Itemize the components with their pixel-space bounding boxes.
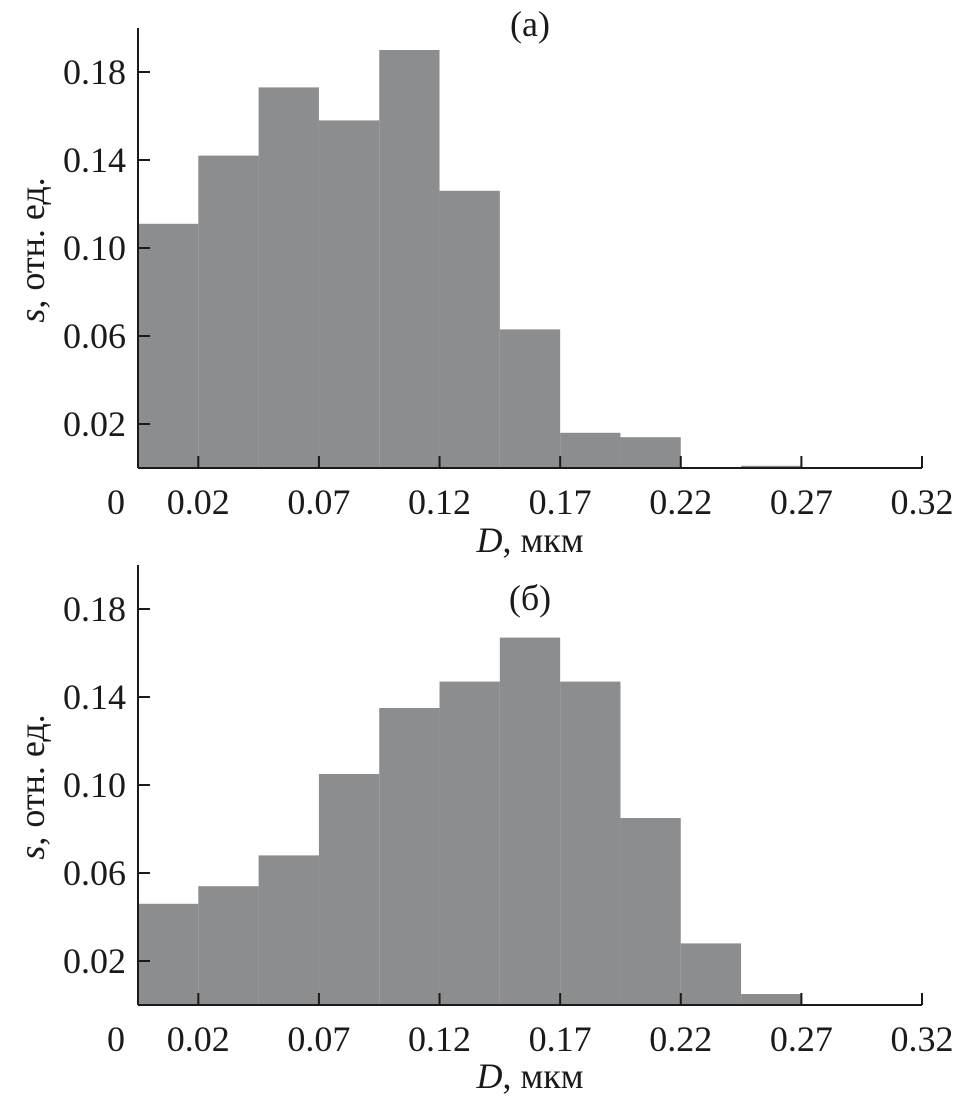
y-axis-variable: s [12,309,52,323]
x-tick-label: 0.17 [529,1019,592,1059]
histogram-bar [379,708,440,1005]
x-axis-label: D, мкм [475,1056,583,1096]
histogram-panel-a: 0.02 0.06 0.10 0.14 0.18 0 0.02 0.07 0.12 0.17 0.2… [12,4,954,560]
x-tick-label: 0 [107,482,125,522]
histogram-bar [620,437,681,468]
x-axis-variable: D [475,1056,502,1096]
x-axis-variable: D [475,520,502,560]
x-tick-label: 0 [107,1019,125,1059]
y-tick-label: 0.06 [63,316,126,356]
x-tick-label: 0.17 [529,482,592,522]
x-tick-label: 0.22 [649,1019,712,1059]
y-axis-label: s, отн. ед. [12,177,52,322]
histogram-bar [198,886,259,1005]
histogram-bar [499,637,561,1005]
y-axis-variable: s [12,846,52,860]
x-tick-label: 0.27 [770,482,833,522]
histogram-panel-b: 0.02 0.06 0.10 0.14 0.18 0 0.02 0.07 0.12 0.17 0.2… [12,565,954,1096]
histogram-bar [439,190,500,469]
y-tick-label: 0.06 [63,853,126,893]
x-axis-label: D, мкм [475,520,583,560]
histogram-bar [499,329,561,468]
histogram-bar [439,681,500,1005]
y-tick-label: 0.18 [63,589,126,629]
histogram-bar [560,432,621,468]
y-tick-label: 0.10 [63,228,126,268]
x-tick-label: 0.07 [287,482,350,522]
x-axis-unit: , мкм [502,520,583,560]
histogram-bar [620,818,681,1005]
x-tick-label: 0.02 [167,1019,230,1059]
panel-label-a: (а) [510,4,550,44]
x-tick-label: 0.02 [167,482,230,522]
x-tick-label: 0.32 [891,1019,954,1059]
histogram-bar [138,903,199,1005]
histogram-bar [741,994,802,1005]
x-tick-label: 0.07 [287,1019,350,1059]
x-axis-unit: , мкм [502,1056,583,1096]
histogram-bar [258,87,319,469]
histogram-bar [560,681,621,1005]
histogram-bar [258,855,319,1005]
y-axis-unit: , отн. ед. [12,714,52,845]
x-tick-label: 0.12 [408,1019,471,1059]
x-tick-label: 0.27 [770,1019,833,1059]
panel-label-b: (б) [509,578,551,618]
histogram-bar [318,774,380,1005]
y-tick-label: 0.14 [63,677,126,717]
histogram-bar [741,465,802,468]
y-tick-label: 0.14 [63,140,126,180]
y-tick-label: 0.02 [63,941,126,981]
y-tick-label: 0.10 [63,765,126,805]
histogram-bar [680,943,742,1005]
y-axis-label: s, отн. ед. [12,714,52,859]
y-axis-unit: , отн. ед. [12,177,52,308]
histogram-bar [318,120,380,469]
x-tick-label: 0.12 [408,482,471,522]
histogram-bar [138,223,199,468]
y-tick-label: 0.02 [63,404,126,444]
histogram-bar [379,50,440,468]
x-tick-label: 0.32 [891,482,954,522]
histogram-bar [198,155,259,468]
x-tick-label: 0.22 [649,482,712,522]
y-tick-label: 0.18 [63,52,126,92]
